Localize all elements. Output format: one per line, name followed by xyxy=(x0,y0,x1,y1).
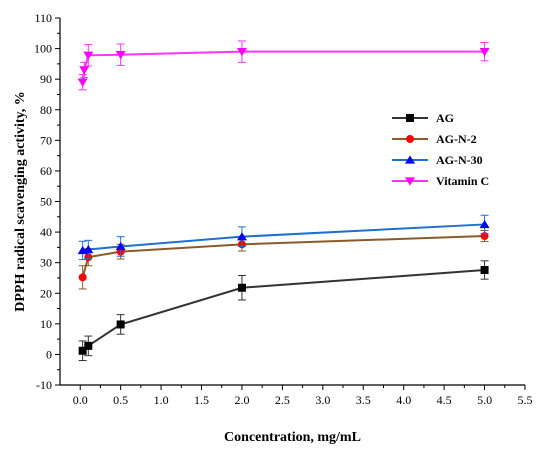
data-point-vitamin-c xyxy=(77,78,88,87)
data-point-ag-n-2 xyxy=(78,273,87,282)
y-tick-label: 100 xyxy=(34,42,52,56)
data-point-ag-n-30 xyxy=(83,244,94,254)
y-tick-label: 70 xyxy=(40,133,52,147)
y-axis-label: DPPH radical scavenging activity, % xyxy=(13,91,28,311)
legend: AG AG-N-2 AG-N-30 Vitamin C xyxy=(392,111,489,188)
x-tick-label: 1.5 xyxy=(194,393,209,407)
x-tick-label: 0.0 xyxy=(73,393,88,407)
y-tick-label: 60 xyxy=(40,164,52,178)
x-tick-label: 0.5 xyxy=(113,393,128,407)
data-point-ag xyxy=(116,320,125,329)
legend-label: AG-N-30 xyxy=(436,153,483,167)
legend-item-ag-n-2: AG-N-2 xyxy=(392,132,477,146)
legend-item-ag-n-30: AG-N-30 xyxy=(392,153,483,167)
data-point-vitamin-c xyxy=(83,51,94,60)
y-tick-label: -10 xyxy=(36,378,52,392)
data-point-ag xyxy=(237,283,246,292)
legend-item-vitamin-c: Vitamin C xyxy=(392,174,489,188)
y-tick-label: 30 xyxy=(40,256,52,270)
data-point-vitamin-c xyxy=(115,51,126,60)
y-tick-label: 50 xyxy=(40,195,52,209)
legend-label: Vitamin C xyxy=(436,174,489,188)
x-tick-label: 3.0 xyxy=(315,393,330,407)
data-point-vitamin-c xyxy=(236,47,247,57)
legend-marker xyxy=(405,177,415,186)
series-line-vitamin-c xyxy=(81,50,485,83)
y-tick-label: 90 xyxy=(40,72,52,86)
axes: 0.0 0.5 1.0 1.5 2.0 2.5 3.0 3.5 4.0 4.5 5.0 5.5 -10 0… xyxy=(34,11,533,407)
y-tick-label: 80 xyxy=(40,103,52,117)
y-tick-label: 40 xyxy=(40,225,52,239)
data-point-ag xyxy=(78,346,87,355)
x-tick-label: 3.5 xyxy=(356,393,371,407)
data-point-ag xyxy=(480,266,489,275)
y-tick-label: 0 xyxy=(46,347,52,361)
legend-label: AG-N-2 xyxy=(436,132,477,146)
data-point-ag xyxy=(84,341,93,350)
x-tick-label: 2.5 xyxy=(275,393,290,407)
data-point-vitamin-c xyxy=(79,66,90,75)
series-ag-n-2 xyxy=(78,230,489,290)
data-point-ag-n-30 xyxy=(115,241,126,251)
legend-marker xyxy=(405,155,415,164)
y-tick-label: 110 xyxy=(34,11,52,25)
series-vitamin-c xyxy=(77,40,490,91)
legend-marker xyxy=(406,135,414,143)
x-tick-label: 4.0 xyxy=(396,393,411,407)
x-tick-label: 5.0 xyxy=(477,393,492,407)
series-line-ag-n-2 xyxy=(81,235,485,278)
legend-marker xyxy=(406,114,414,122)
x-tick-label: 5.5 xyxy=(518,393,533,407)
series-ag-n-30 xyxy=(77,214,490,261)
legend-label: AG xyxy=(436,111,454,125)
x-tick-label: 4.5 xyxy=(437,393,452,407)
y-tick-label: 20 xyxy=(40,286,52,300)
data-point-ag-n-30 xyxy=(479,219,490,229)
plot-area xyxy=(77,40,490,362)
data-point-ag-n-30 xyxy=(236,232,247,241)
x-axis-label: Concentration, mg/mL xyxy=(224,430,361,445)
series-ag xyxy=(78,260,489,362)
x-tick-label: 1.0 xyxy=(154,393,169,407)
data-point-vitamin-c xyxy=(479,47,490,57)
series-line-ag xyxy=(81,269,485,352)
y-tick-label: 10 xyxy=(40,317,52,331)
legend-item-ag: AG xyxy=(392,111,454,125)
x-tick-label: 2.0 xyxy=(234,393,249,407)
